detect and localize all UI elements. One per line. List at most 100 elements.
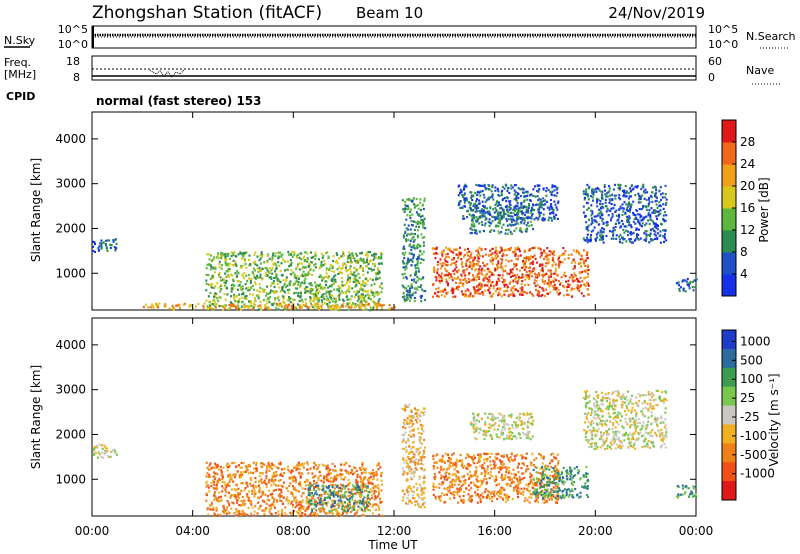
data-cell xyxy=(533,209,536,212)
data-cell xyxy=(275,273,278,276)
data-cell xyxy=(213,301,216,304)
data-cell xyxy=(243,499,246,502)
data-cell xyxy=(642,218,644,221)
data-cell xyxy=(663,211,666,214)
data-cell xyxy=(603,228,605,231)
data-cell xyxy=(418,496,421,499)
data-cell xyxy=(466,209,469,212)
data-cell xyxy=(248,300,250,303)
data-cell xyxy=(501,193,503,196)
data-cell xyxy=(458,202,461,205)
data-cell xyxy=(388,303,391,307)
data-cell xyxy=(557,288,560,292)
data-cell xyxy=(338,290,340,293)
data-cell xyxy=(508,293,510,296)
data-cell xyxy=(653,222,656,225)
data-cell xyxy=(627,192,630,195)
data-cell xyxy=(370,259,372,262)
data-cell xyxy=(529,262,532,265)
data-cell xyxy=(224,304,227,307)
data-cell xyxy=(154,302,157,305)
data-cell xyxy=(484,253,487,256)
data-cell xyxy=(374,503,377,506)
data-cell xyxy=(272,280,275,283)
data-cell xyxy=(269,295,272,299)
data-cell xyxy=(267,253,270,256)
data-cell xyxy=(478,199,481,202)
data-cell xyxy=(224,284,227,287)
data-cell xyxy=(92,453,95,456)
data-cell xyxy=(115,453,118,456)
data-cell xyxy=(525,190,528,193)
data-cell xyxy=(293,486,296,489)
data-cell xyxy=(379,500,382,503)
data-cell xyxy=(645,239,647,242)
data-cell xyxy=(585,257,588,260)
data-cell xyxy=(325,292,328,295)
data-cell xyxy=(604,198,607,201)
data-cell xyxy=(619,187,622,190)
data-cell xyxy=(237,288,239,291)
data-cell xyxy=(469,263,472,266)
data-cell xyxy=(266,274,268,277)
data-cell xyxy=(472,263,475,266)
data-cell xyxy=(586,226,589,229)
data-cell xyxy=(333,307,336,310)
data-cell xyxy=(654,222,657,225)
data-cell xyxy=(617,183,620,186)
data-cell xyxy=(419,286,422,289)
data-cell xyxy=(342,252,345,255)
data-cell xyxy=(600,212,603,215)
data-cell xyxy=(330,305,332,308)
data-cell xyxy=(240,287,243,290)
data-cell xyxy=(234,476,236,479)
data-cell xyxy=(489,206,492,209)
data-cell xyxy=(421,294,423,298)
data-cell xyxy=(510,289,513,292)
data-cell xyxy=(496,252,499,255)
data-cell xyxy=(295,504,298,507)
data-cell xyxy=(494,251,497,254)
data-cell xyxy=(327,290,330,293)
data-cell xyxy=(353,306,356,309)
data-cell xyxy=(546,206,549,209)
data-cell xyxy=(479,184,482,187)
data-cell xyxy=(543,249,546,252)
data-cell xyxy=(433,266,435,269)
data-cell xyxy=(402,276,405,279)
data-cell xyxy=(494,268,497,271)
data-cell xyxy=(548,208,551,211)
data-cell xyxy=(532,246,535,249)
data-cell xyxy=(645,235,648,238)
data-cell xyxy=(354,304,357,308)
data-cell xyxy=(214,295,217,298)
data-cell xyxy=(596,199,599,202)
data-cell xyxy=(549,190,552,193)
data-cell xyxy=(352,488,355,491)
data-cell xyxy=(266,467,268,470)
data-cell xyxy=(373,486,376,489)
data-cell xyxy=(286,306,289,309)
data-cell xyxy=(320,307,323,310)
data-cell xyxy=(416,258,418,261)
data-cell xyxy=(464,199,467,202)
data-cell xyxy=(280,255,283,258)
data-cell xyxy=(413,203,416,206)
data-cell xyxy=(240,500,243,503)
data-cell xyxy=(282,289,285,292)
data-cell xyxy=(449,249,451,252)
data-cell xyxy=(526,217,529,220)
data-cell xyxy=(476,259,479,262)
data-cell xyxy=(209,304,212,307)
data-cell xyxy=(218,266,221,269)
data-cell xyxy=(291,492,294,495)
data-cell xyxy=(421,454,424,457)
data-cell xyxy=(534,195,537,198)
data-cell xyxy=(491,259,494,262)
data-cell xyxy=(335,300,338,303)
colorbar-segment xyxy=(722,252,736,275)
data-cell xyxy=(593,191,595,194)
data-cell xyxy=(488,268,491,271)
data-cell xyxy=(472,213,475,216)
data-cell xyxy=(482,276,485,279)
